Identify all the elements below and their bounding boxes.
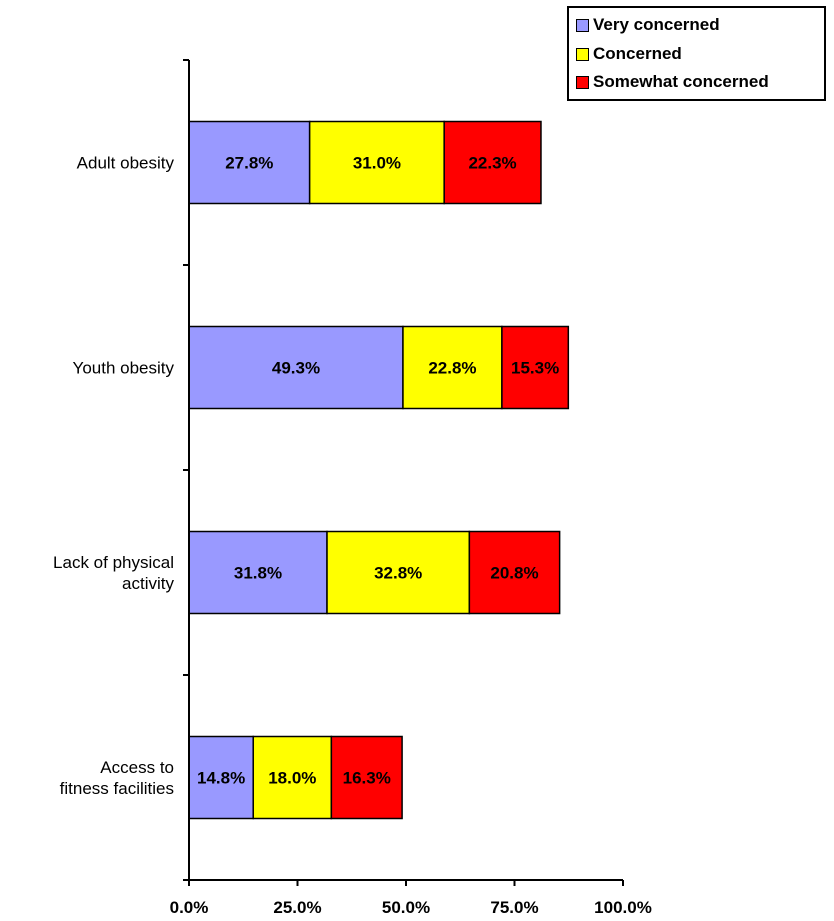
legend: Very concerned Concerned Somewhat concer… xyxy=(567,6,826,101)
data-label: 31.8% xyxy=(234,564,282,583)
bar-very-concerned xyxy=(188,530,328,615)
bar-very-concerned xyxy=(188,120,311,205)
bar-somewhat-concerned xyxy=(443,120,542,205)
bar-concerned xyxy=(326,530,471,615)
data-label: 16.3% xyxy=(343,769,391,788)
data-label: 49.3% xyxy=(272,359,320,378)
data-label: 32.8% xyxy=(374,564,422,583)
legend-item-concerned: Concerned xyxy=(576,43,682,65)
bar-concerned xyxy=(402,325,503,410)
legend-swatch-very-concerned xyxy=(576,18,589,32)
data-label: 22.8% xyxy=(428,359,476,378)
bar-somewhat-concerned xyxy=(468,530,561,615)
bar-very-concerned xyxy=(188,325,404,410)
axes: Adult obesity Youth obesity Lack of physic… xyxy=(53,59,652,917)
category-label: Lack of physical xyxy=(53,553,174,572)
x-tick-label: 0.0% xyxy=(170,898,209,917)
data-label: 20.8% xyxy=(490,564,538,583)
category-label: Adult obesity xyxy=(77,154,175,173)
x-tick-label: 25.0% xyxy=(273,898,321,917)
data-label: 14.8% xyxy=(197,769,245,788)
data-label: 18.0% xyxy=(268,769,316,788)
data-label: 31.0% xyxy=(353,154,401,173)
bar-somewhat-concerned xyxy=(501,325,570,410)
legend-swatch-concerned xyxy=(576,47,589,61)
legend-label: Somewhat concerned xyxy=(593,72,769,91)
bar-group: 27.8% 31.0% 22.3% 49.3% 22.8% 15.3% 31.8% 32.8%… xyxy=(188,120,570,820)
category-label: fitness facilities xyxy=(60,779,174,798)
data-label: 15.3% xyxy=(511,359,559,378)
bar-somewhat-concerned xyxy=(330,735,403,820)
legend-item-somewhat-concerned: Somewhat concerned xyxy=(576,71,769,93)
legend-swatch-somewhat-concerned xyxy=(576,75,589,89)
bar-very-concerned xyxy=(188,735,254,820)
x-tick-label: 100.0% xyxy=(594,898,652,917)
category-label: Youth obesity xyxy=(73,359,175,378)
data-label: 22.3% xyxy=(468,154,516,173)
data-label: 27.8% xyxy=(225,154,273,173)
x-tick-label: 75.0% xyxy=(490,898,538,917)
legend-label: Very concerned xyxy=(593,15,720,34)
legend-label: Concerned xyxy=(593,44,682,63)
category-label: activity xyxy=(122,574,174,593)
legend-item-very-concerned: Very concerned xyxy=(576,14,720,36)
x-tick-label: 50.0% xyxy=(382,898,430,917)
category-label: Access to xyxy=(100,758,174,777)
bar-concerned xyxy=(308,120,445,205)
